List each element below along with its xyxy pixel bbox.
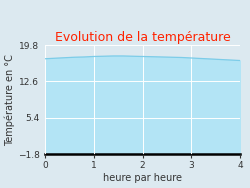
- Title: Evolution de la température: Evolution de la température: [54, 31, 231, 44]
- Y-axis label: Température en °C: Température en °C: [4, 54, 15, 146]
- X-axis label: heure par heure: heure par heure: [103, 173, 182, 183]
